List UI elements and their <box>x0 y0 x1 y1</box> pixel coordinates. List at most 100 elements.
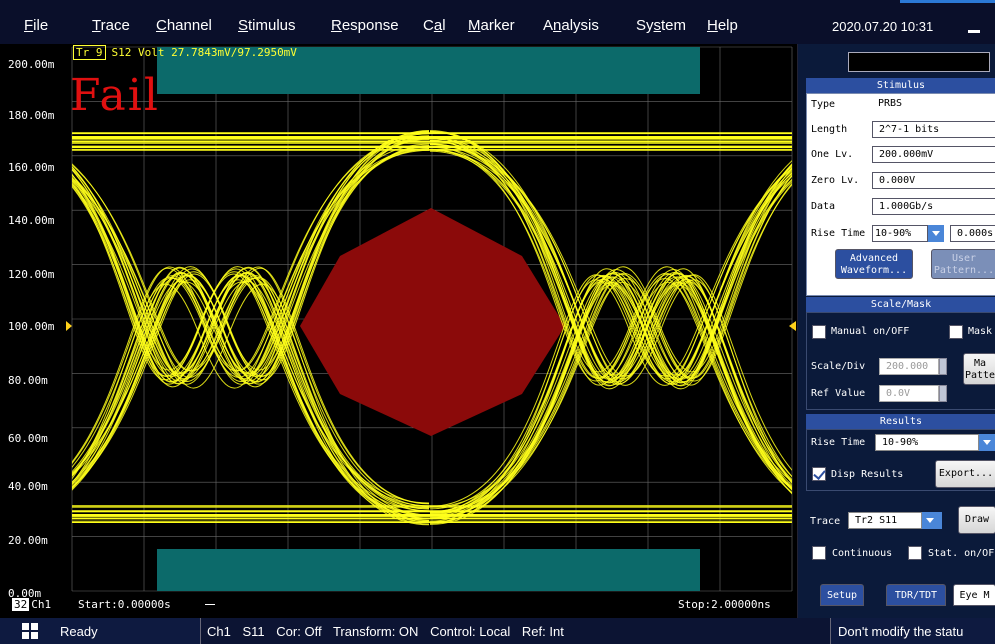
menu-help[interactable]: Help <box>707 17 738 34</box>
eye-trace-line <box>72 133 430 474</box>
channel-badge[interactable]: 32 Ch1 <box>12 598 51 611</box>
eye-trace-line <box>72 133 430 465</box>
advanced-waveform-button[interactable]: Advanced Waveform... <box>835 249 913 279</box>
one-level-field[interactable]: 200.000mV <box>872 146 995 163</box>
y-tick-label: 60.00m <box>8 432 48 445</box>
status-channel: Ch1 <box>207 624 231 639</box>
eye-trace-line <box>72 185 430 519</box>
menu-file[interactable]: File <box>24 17 49 34</box>
ref-marker-left-icon <box>66 321 72 331</box>
menu-response[interactable]: Response <box>331 17 399 34</box>
scale-div-field[interactable]: 200.000 <box>879 358 939 375</box>
zero-level-field[interactable]: 0.000V <box>872 172 995 189</box>
mask-pattern-button[interactable]: Ma Patte <box>963 353 995 385</box>
eye-diagram-plot[interactable]: 200.00m 180.00m 160.00m 140.00m 120.00m … <box>0 44 797 618</box>
user-pattern-line2: Pattern... <box>933 265 995 276</box>
start-menu-icon[interactable] <box>22 623 38 639</box>
eye-trace-line <box>429 143 792 483</box>
eye-trace-line <box>429 143 792 485</box>
y-tick-label: 100.00m <box>8 320 55 333</box>
mask-center-region <box>300 208 565 436</box>
export-button[interactable]: Export... <box>935 460 995 488</box>
menu-marker[interactable]: Marker <box>468 17 515 34</box>
title-stripe <box>900 0 995 3</box>
disp-results-checkbox[interactable] <box>812 467 826 481</box>
stop-time: Stop:2.00000ns <box>678 598 771 611</box>
eye-trace-line <box>429 173 792 515</box>
rise-mode-dropdown[interactable]: 10-90% <box>872 225 928 242</box>
manual-checkbox[interactable] <box>812 325 826 339</box>
stimulus-header: Stimulus <box>806 78 995 93</box>
type-value[interactable]: PRBS <box>872 96 995 113</box>
y-tick-label: 120.00m <box>8 268 55 281</box>
channel-number: 32 <box>12 598 30 611</box>
menu-trace[interactable]: Trace <box>92 17 130 34</box>
minimize-icon[interactable] <box>968 30 980 33</box>
mask-pattern-line1: Ma <box>973 358 987 369</box>
zero-level-label: Zero Lv. <box>811 175 860 186</box>
eye-trace-line <box>429 150 792 494</box>
trace-info: S12 Volt 27.7843mV/97.2950mV <box>111 46 297 59</box>
trace-number-box: Tr 9 <box>73 45 106 60</box>
start-time: Start:0.00000s <box>78 598 171 611</box>
menu-cal[interactable]: Cal <box>423 17 446 34</box>
eye-trace-line <box>72 148 430 473</box>
draw-button[interactable]: Draw <box>958 506 995 534</box>
y-tick-label: 20.00m <box>8 534 48 547</box>
eye-trace-line <box>429 179 792 520</box>
eye-trace-line <box>72 163 430 505</box>
eye-trace-line <box>72 132 430 486</box>
eye-trace-line <box>72 166 430 512</box>
right-panel: Stimulus Type PRBS Length 2^7-1 bits One… <box>797 44 995 618</box>
mask-checkbox[interactable] <box>949 325 963 339</box>
eye-trace-line <box>429 146 792 483</box>
ref-spinner[interactable] <box>939 385 947 402</box>
scale-div-label: Scale/Div <box>811 361 866 372</box>
tab-tdr-tdt[interactable]: TDR/TDT <box>886 584 946 606</box>
eye-trace-line <box>429 180 792 523</box>
rise-time-field[interactable]: 0.000s <box>950 225 995 242</box>
tab-setup[interactable]: Setup <box>820 584 864 606</box>
menu-stimulus[interactable]: Stimulus <box>238 17 296 34</box>
y-tick-label: 140.00m <box>8 214 55 227</box>
eye-trace-line <box>429 172 792 513</box>
data-rate-field[interactable]: 1.000Gb/s <box>872 198 995 215</box>
eye-trace-line <box>72 177 430 507</box>
results-section: Rise Time 10-90% Disp Results Export... <box>806 429 995 491</box>
status-ref: Ref: Int <box>521 624 564 639</box>
start-dash <box>205 604 215 605</box>
ref-value-field[interactable]: 0.0V <box>879 385 939 402</box>
menu-system[interactable]: System <box>636 17 687 34</box>
results-rise-dropdown[interactable]: 10-90% <box>875 434 979 451</box>
eye-trace-line <box>72 179 430 509</box>
stat-label: Stat. on/OF <box>928 548 995 559</box>
datetime-display: 2020.07.20 10:31 <box>832 19 934 34</box>
stat-checkbox[interactable] <box>908 546 922 560</box>
menu-channel[interactable]: Channel <box>156 17 212 34</box>
scale-spinner[interactable] <box>939 358 947 375</box>
chevron-down-icon[interactable] <box>928 225 944 242</box>
results-header: Results <box>806 414 995 429</box>
y-tick-label: 160.00m <box>8 161 55 174</box>
chevron-down-icon[interactable] <box>979 434 995 451</box>
chevron-down-icon[interactable] <box>922 512 942 529</box>
eye-trace-line <box>72 173 430 504</box>
menu-analysis[interactable]: Analysis <box>543 17 599 34</box>
eye-trace-line <box>429 167 792 507</box>
mask-top-region <box>157 47 700 94</box>
eye-trace-line <box>72 169 430 521</box>
eye-trace-line <box>72 148 430 468</box>
tab-eye-mask[interactable]: Eye M <box>953 584 995 606</box>
status-info: Ch1 S11 Cor: Off Transform: ON Control: … <box>200 618 831 644</box>
manual-label: Manual on/OFF <box>831 326 910 337</box>
stimulus-section: Type PRBS Length 2^7-1 bits One Lv. 200.… <box>806 93 995 296</box>
fail-indicator: Fail <box>70 70 160 121</box>
trace-dropdown[interactable]: Tr2 S11 <box>848 512 922 529</box>
eye-trace-line <box>429 148 792 491</box>
mask-label: Mask <box>968 326 993 337</box>
continuous-checkbox[interactable] <box>812 546 826 560</box>
length-label: Length <box>811 124 848 135</box>
user-pattern-button[interactable]: User Pattern... <box>931 249 995 279</box>
length-field[interactable]: 2^7-1 bits <box>872 121 995 138</box>
trace-readout[interactable]: Tr 9 S12 Volt 27.7843mV/97.2950mV <box>73 45 297 60</box>
